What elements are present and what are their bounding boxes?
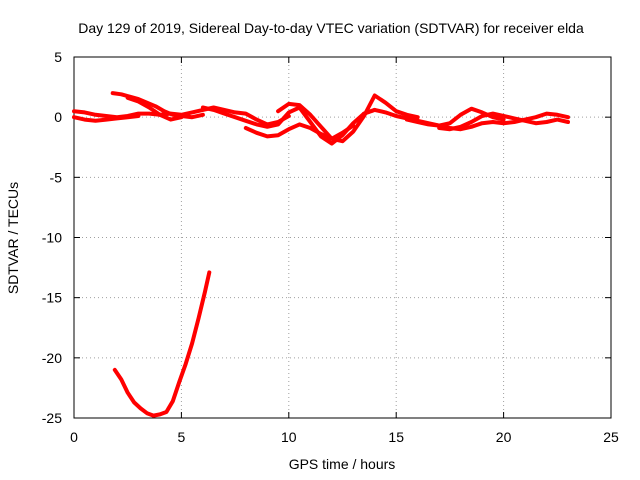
- series-line-track-6: [243, 122, 356, 141]
- axis-ticks: 0 5 10 15 20 25 -25 -20 -15 -10 -5 0 5: [42, 49, 619, 445]
- series-line-track-3: [110, 91, 205, 120]
- series-line-track-2: [72, 114, 141, 123]
- data-series: [72, 91, 570, 418]
- y-tick-label: -5: [50, 169, 63, 185]
- series-line-track-11: [112, 270, 212, 418]
- y-tick-label: 5: [54, 49, 62, 65]
- x-tick-label: 25: [603, 429, 619, 445]
- y-tick-label: -15: [42, 290, 62, 306]
- chart-title: Day 129 of 2019, Sidereal Day-to-day VTE…: [78, 20, 584, 36]
- x-tick-label: 15: [388, 429, 404, 445]
- y-tick-label: -10: [42, 230, 62, 246]
- y-tick-label: -20: [42, 350, 62, 366]
- series-line-track-10: [437, 111, 570, 132]
- series-line-track-8: [362, 107, 570, 132]
- series-line-track-4: [125, 95, 184, 122]
- y-tick-label: 0: [54, 109, 62, 125]
- series-line-track-7: [276, 93, 420, 144]
- x-tick-label: 10: [281, 429, 297, 445]
- y-axis-label: SDTVAR / TECUs: [5, 182, 21, 294]
- x-tick-label: 0: [70, 429, 78, 445]
- x-tick-label: 5: [178, 429, 186, 445]
- y-tick-label: -25: [42, 410, 62, 426]
- x-axis-label: GPS time / hours: [289, 456, 396, 472]
- x-tick-label: 20: [496, 429, 512, 445]
